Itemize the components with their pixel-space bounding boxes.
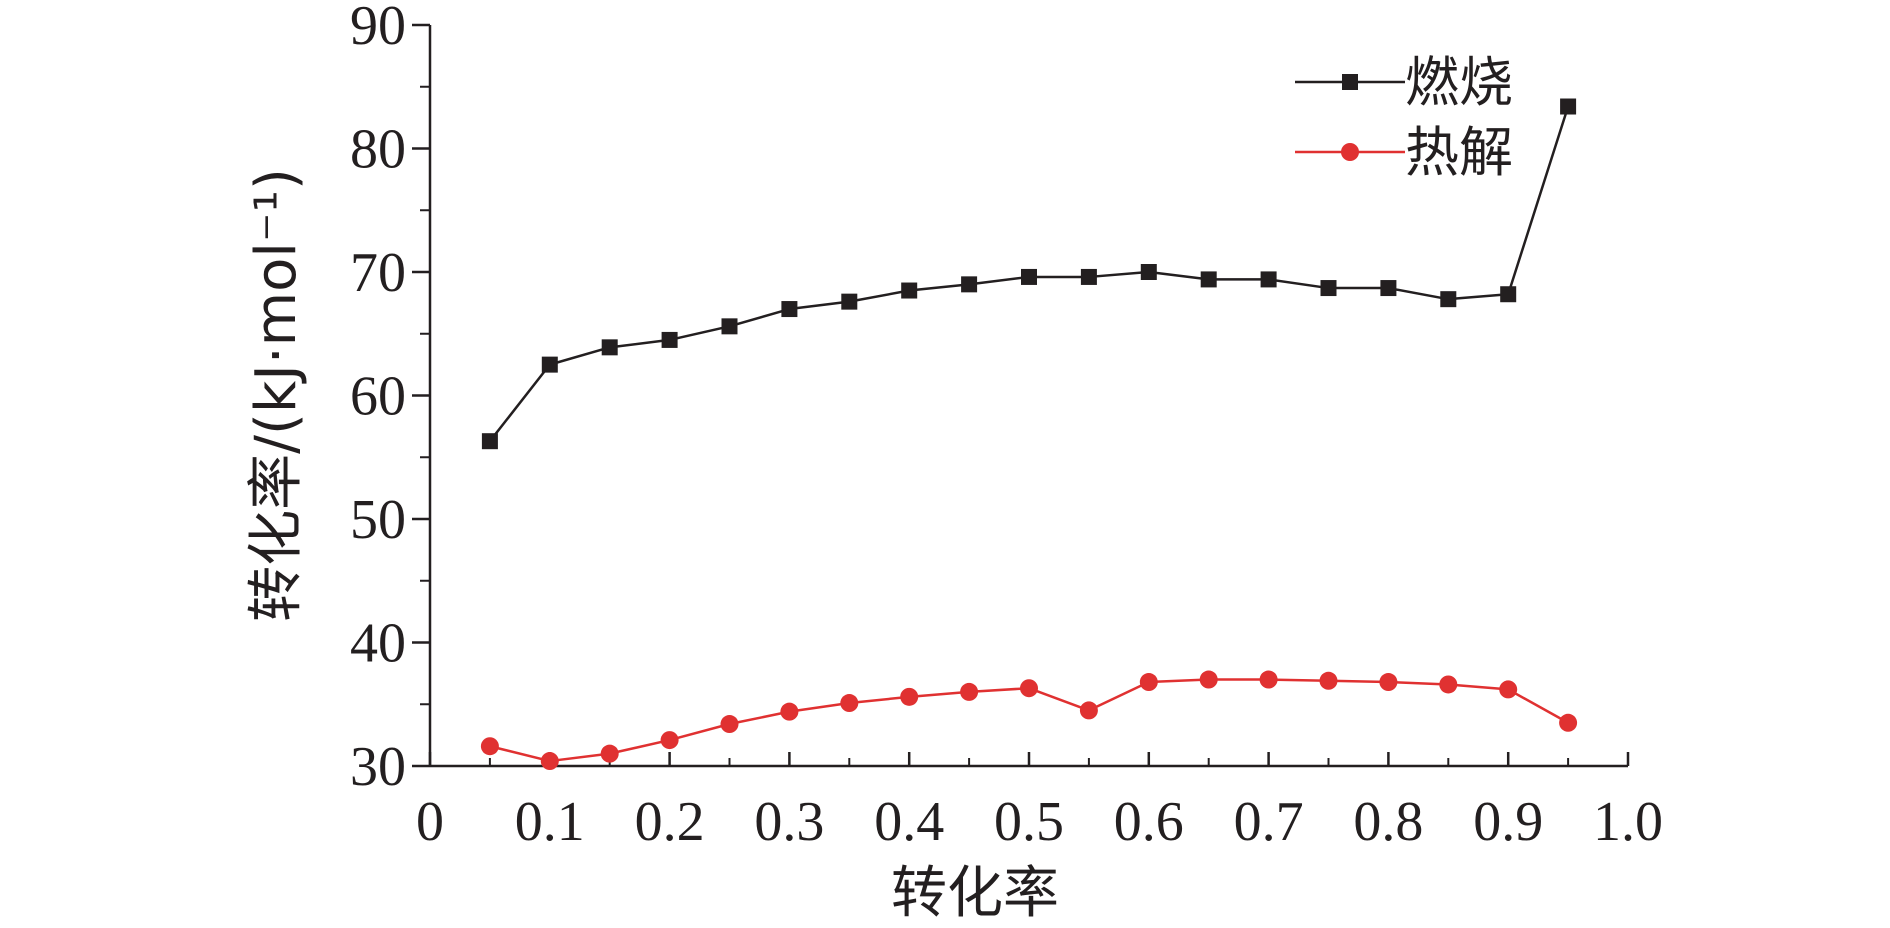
data-point [781, 301, 798, 318]
data-point [541, 356, 558, 373]
data-point [1379, 673, 1398, 692]
data-point [1021, 268, 1037, 285]
data-point [1499, 680, 1518, 699]
data-point [780, 702, 799, 721]
y-axis-title: 转化率/(kJ·mol⁻¹) [244, 168, 309, 622]
data-point [480, 737, 499, 756]
data-point [1439, 675, 1458, 694]
data-point [1559, 713, 1578, 732]
x-tick-label: 0.4 [874, 791, 944, 853]
x-tick-label: 0.8 [1353, 791, 1423, 853]
data-point [481, 433, 498, 450]
x-tick-label: 0.3 [754, 791, 824, 853]
y-tick-label: 80 [350, 119, 406, 181]
axes: 30 40 50 60 70 80 90 0 0.1 0.2 0.3 0.4 0.5 0.6 0.7 0.8 0… [350, 0, 1663, 853]
x-tick-label: 0.1 [515, 791, 585, 853]
y-tick-label: 40 [350, 613, 406, 675]
data-point [1260, 271, 1277, 288]
data-point [540, 752, 559, 771]
x-tick-label: 0.5 [994, 791, 1064, 853]
data-point [1020, 679, 1038, 698]
x-axis-title: 转化率 [891, 861, 1059, 926]
data-point [1320, 280, 1337, 297]
y-tick-label: 50 [350, 489, 406, 551]
data-point [1500, 286, 1517, 303]
data-point [1139, 673, 1158, 692]
data-point [1560, 98, 1577, 115]
data-point [960, 682, 979, 701]
data-point [961, 276, 978, 293]
data-point [901, 282, 918, 299]
data-point [661, 331, 678, 348]
data-point [1259, 670, 1278, 689]
x-tick-label: 0 [416, 791, 444, 853]
data-point [601, 339, 618, 356]
data-point [1140, 264, 1157, 280]
y-tick-label: 30 [350, 736, 406, 798]
data-point [900, 687, 919, 706]
y-tick-label: 90 [350, 0, 406, 57]
data-point [721, 318, 738, 335]
x-tick-label: 0.9 [1473, 791, 1543, 853]
data-point [660, 731, 679, 750]
legend-label: 热解 [1405, 121, 1513, 184]
series-1 [481, 98, 1577, 450]
legend-marker [1341, 143, 1359, 161]
data-point [1200, 271, 1217, 288]
data-point [720, 715, 739, 734]
x-tick-label: 0.2 [635, 791, 705, 853]
data-point [841, 293, 858, 310]
data-point [600, 744, 619, 763]
data-point [1319, 671, 1338, 690]
data-point [1440, 291, 1457, 308]
x-tick-label: 1.0 [1593, 791, 1663, 853]
legend-marker [1342, 74, 1358, 90]
x-tick-label: 0.7 [1234, 791, 1304, 853]
y-tick-label: 70 [350, 242, 406, 304]
series-layer [480, 98, 1578, 771]
data-point [840, 694, 859, 713]
series-2 [480, 670, 1578, 771]
data-point [1380, 280, 1397, 297]
data-point [1079, 701, 1098, 720]
data-point [1080, 268, 1097, 285]
legend-label: 燃烧 [1405, 51, 1513, 114]
x-tick-label: 0.6 [1114, 791, 1184, 853]
data-point [1199, 670, 1218, 689]
y-tick-label: 60 [350, 366, 406, 428]
